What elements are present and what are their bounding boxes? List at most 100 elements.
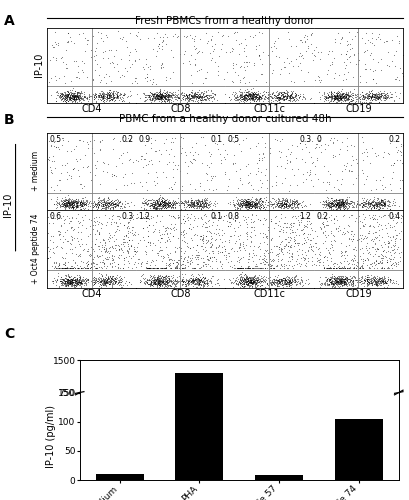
Point bbox=[279, 198, 286, 206]
Point bbox=[193, 276, 200, 284]
Point bbox=[123, 67, 130, 75]
Point bbox=[249, 274, 255, 281]
Point bbox=[56, 146, 62, 154]
Point bbox=[162, 95, 169, 103]
Point bbox=[254, 91, 260, 99]
Point bbox=[323, 198, 330, 206]
Point bbox=[105, 194, 111, 202]
Point bbox=[345, 94, 352, 102]
Point bbox=[72, 198, 79, 205]
Point bbox=[109, 214, 115, 222]
Point bbox=[183, 282, 189, 290]
Point bbox=[45, 243, 52, 251]
Point bbox=[355, 90, 361, 98]
Point bbox=[140, 224, 146, 232]
Point bbox=[247, 200, 254, 208]
Point bbox=[237, 174, 244, 182]
Point bbox=[393, 143, 400, 151]
Point bbox=[371, 276, 377, 283]
Point bbox=[148, 94, 155, 102]
Point bbox=[121, 202, 128, 210]
Point bbox=[396, 236, 403, 244]
Point bbox=[170, 201, 177, 209]
Point bbox=[76, 274, 83, 282]
Point bbox=[237, 243, 243, 251]
Point bbox=[104, 92, 111, 100]
Point bbox=[367, 202, 374, 209]
Point bbox=[387, 204, 393, 212]
Point bbox=[334, 91, 341, 99]
Point bbox=[63, 278, 70, 286]
Point bbox=[166, 256, 172, 264]
Point bbox=[187, 180, 193, 188]
Point bbox=[387, 275, 393, 283]
Point bbox=[291, 171, 298, 179]
Point bbox=[275, 94, 281, 102]
Point bbox=[359, 272, 366, 280]
Point bbox=[166, 198, 172, 205]
Point bbox=[201, 204, 207, 212]
Point bbox=[148, 274, 154, 282]
Point bbox=[251, 278, 257, 285]
Point bbox=[362, 213, 369, 221]
Point bbox=[115, 273, 122, 281]
Point bbox=[330, 182, 337, 190]
Point bbox=[191, 198, 197, 206]
Point bbox=[189, 143, 196, 151]
Point bbox=[362, 196, 369, 204]
Point bbox=[324, 93, 331, 101]
Point bbox=[330, 91, 337, 99]
Point bbox=[168, 92, 174, 100]
Point bbox=[177, 91, 183, 99]
Point bbox=[186, 278, 192, 285]
Point bbox=[373, 281, 380, 289]
Point bbox=[153, 196, 159, 204]
Point bbox=[231, 228, 238, 235]
Point bbox=[252, 96, 259, 104]
Point bbox=[124, 148, 131, 156]
Point bbox=[308, 244, 315, 252]
Point bbox=[380, 273, 387, 281]
Point bbox=[203, 160, 210, 168]
Point bbox=[97, 252, 103, 260]
Point bbox=[103, 204, 109, 212]
Point bbox=[254, 204, 260, 212]
Point bbox=[366, 198, 373, 206]
Point bbox=[155, 200, 162, 208]
Point bbox=[286, 276, 293, 283]
Point bbox=[381, 272, 387, 280]
Point bbox=[371, 200, 378, 208]
Point bbox=[170, 206, 176, 214]
Point bbox=[188, 276, 195, 284]
Point bbox=[338, 94, 344, 102]
Point bbox=[72, 92, 79, 100]
Point bbox=[288, 202, 294, 210]
Point bbox=[235, 93, 241, 101]
Point bbox=[133, 214, 139, 222]
Point bbox=[185, 95, 192, 103]
Point bbox=[395, 243, 401, 251]
Point bbox=[324, 276, 330, 283]
Point bbox=[329, 196, 335, 204]
Point bbox=[76, 91, 83, 99]
Point bbox=[393, 48, 399, 56]
Point bbox=[178, 261, 184, 269]
Point bbox=[399, 212, 405, 220]
Point bbox=[253, 282, 260, 290]
Point bbox=[64, 277, 70, 285]
Point bbox=[368, 278, 374, 286]
Point bbox=[335, 278, 342, 285]
Point bbox=[202, 206, 209, 214]
Point bbox=[164, 201, 171, 209]
Point bbox=[222, 172, 228, 180]
Point bbox=[370, 229, 376, 237]
Point bbox=[380, 278, 387, 286]
Point bbox=[84, 264, 91, 272]
Point bbox=[158, 197, 165, 205]
Point bbox=[111, 279, 118, 287]
Point bbox=[318, 48, 324, 56]
Point bbox=[118, 97, 125, 105]
Point bbox=[187, 272, 194, 280]
Point bbox=[152, 94, 159, 102]
Point bbox=[387, 198, 393, 206]
